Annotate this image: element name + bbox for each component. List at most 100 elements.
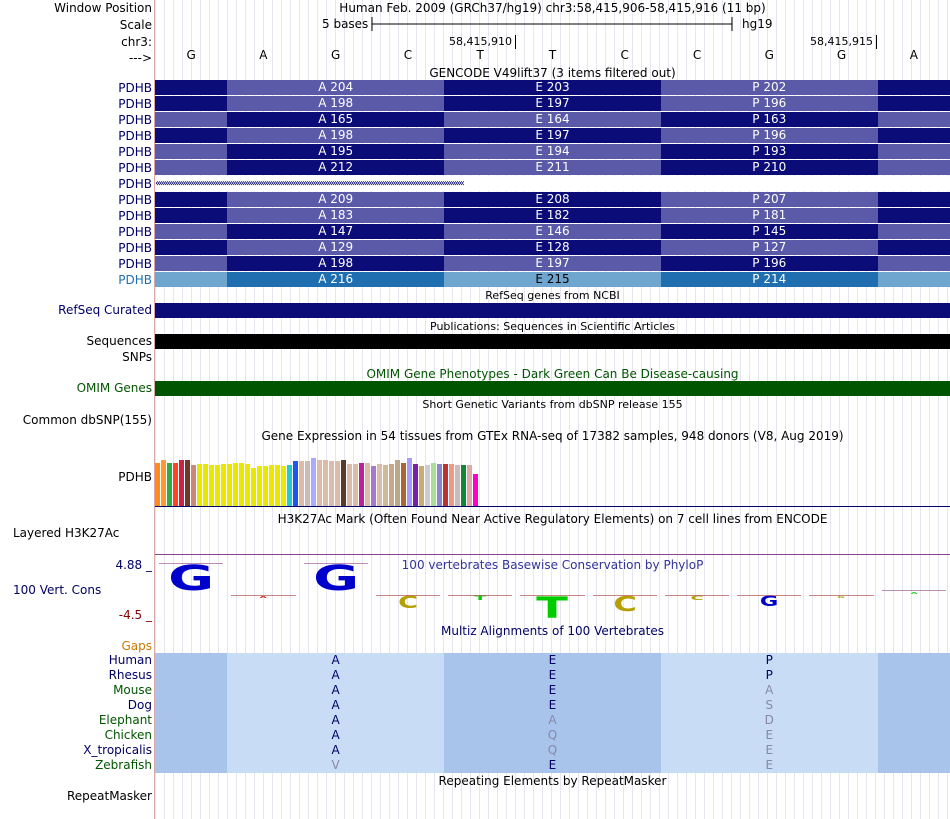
cons-logo[interactable]: G A G C T T C C G G A: [155, 558, 950, 623]
gtex-bars[interactable]: [155, 444, 555, 506]
gencode-row[interactable]: A 165 E 164 P 163: [155, 112, 950, 127]
label-gtex-pdhb[interactable]: PDHB: [118, 470, 152, 484]
gtex-bar[interactable]: [317, 460, 322, 506]
codon-a[interactable]: A 204: [227, 80, 445, 95]
codon-p[interactable]: P 193: [660, 144, 878, 159]
multiz-species-label[interactable]: Human: [108, 653, 152, 667]
gtex-bar[interactable]: [407, 458, 412, 506]
utr-right[interactable]: [877, 144, 950, 159]
codon-a[interactable]: A 198: [227, 256, 445, 271]
gtex-bar[interactable]: [329, 461, 334, 506]
gtex-bar[interactable]: [371, 466, 376, 506]
gtex-bar[interactable]: [185, 460, 190, 506]
gencode-row-label[interactable]: PDHB: [118, 257, 152, 271]
refseq-title[interactable]: RefSeq genes from NCBI: [485, 289, 620, 302]
gtex-bar[interactable]: [419, 466, 424, 506]
gtex-bar[interactable]: [215, 465, 220, 506]
codon-e[interactable]: E 182: [444, 208, 661, 223]
gencode-row-label[interactable]: PDHB: [118, 161, 152, 175]
label-snps[interactable]: SNPs: [122, 350, 152, 364]
label-gaps[interactable]: Gaps: [121, 639, 152, 653]
gtex-bar[interactable]: [245, 464, 250, 506]
gtex-bar[interactable]: [389, 464, 394, 506]
sequences-bar[interactable]: [155, 334, 950, 349]
gtex-bar[interactable]: [197, 464, 202, 506]
utr-right[interactable]: [877, 256, 950, 271]
gtex-bar[interactable]: [431, 463, 436, 506]
gtex-bar[interactable]: [383, 465, 388, 506]
gencode-row[interactable]: A 198 E 197 P 196: [155, 128, 950, 143]
multiz-species-label[interactable]: Rhesus: [108, 668, 152, 682]
codon-a[interactable]: A 195: [227, 144, 445, 159]
gtex-bar[interactable]: [395, 460, 400, 506]
gtex-bar[interactable]: [269, 465, 274, 506]
utr-left[interactable]: [155, 192, 228, 207]
gtex-bar[interactable]: [311, 458, 316, 506]
gtex-bar[interactable]: [275, 465, 280, 506]
gtex-bar[interactable]: [257, 466, 262, 506]
gtex-bar[interactable]: [227, 464, 232, 506]
gtex-bar[interactable]: [401, 463, 406, 506]
gencode-row-label[interactable]: PDHB: [118, 97, 152, 111]
gencode-row[interactable]: A 204 E 203 P 202: [155, 80, 950, 95]
gencode-row-label[interactable]: PDHB: [118, 225, 152, 239]
codon-p[interactable]: P 181: [660, 208, 878, 223]
repeatmasker-title[interactable]: Repeating Elements by RepeatMasker: [438, 774, 667, 788]
utr-left[interactable]: [155, 112, 228, 127]
utr-right[interactable]: [877, 208, 950, 223]
label-dbsnp[interactable]: Common dbSNP(155): [22, 413, 152, 427]
label-refseq[interactable]: RefSeq Curated: [58, 303, 152, 317]
gtex-bar[interactable]: [233, 463, 238, 506]
utr-right[interactable]: [877, 272, 950, 287]
codon-e[interactable]: E 211: [444, 160, 661, 175]
utr-left[interactable]: [155, 128, 228, 143]
publications-title[interactable]: Publications: Sequences in Scientific Ar…: [430, 320, 675, 333]
gtex-bar[interactable]: [203, 464, 208, 506]
track-area[interactable]: Human Feb. 2009 (GRCh37/hg19) chr3:58,41…: [155, 0, 950, 819]
codon-e[interactable]: E 146: [444, 224, 661, 239]
gtex-bar[interactable]: [365, 463, 370, 506]
codon-a[interactable]: A 165: [227, 112, 445, 127]
gencode-row-label[interactable]: PDHB: [118, 145, 152, 159]
gencode-row[interactable]: A 147 E 146 P 145: [155, 224, 950, 239]
gencode-row-label[interactable]: PDHB: [118, 193, 152, 207]
label-h3k27ac[interactable]: Layered H3K27Ac: [13, 526, 120, 540]
gtex-bar[interactable]: [155, 463, 160, 506]
codon-p[interactable]: P 196: [660, 96, 878, 111]
gtex-bar[interactable]: [221, 464, 226, 506]
multiz-title[interactable]: Multiz Alignments of 100 Vertebrates: [440, 624, 665, 638]
gtex-bar[interactable]: [173, 463, 178, 506]
codon-a[interactable]: A 216: [227, 272, 445, 287]
gencode-row-label[interactable]: PDHB: [118, 81, 152, 95]
utr-right[interactable]: [877, 240, 950, 255]
omim-title[interactable]: OMIM Gene Phenotypes - Dark Green Can Be…: [366, 367, 739, 381]
cons-title[interactable]: 100 vertebrates Basewise Conservation by…: [401, 558, 704, 572]
codon-e[interactable]: E 208: [444, 192, 661, 207]
codon-a[interactable]: A 147: [227, 224, 445, 239]
gtex-bar[interactable]: [161, 460, 166, 506]
utr-left[interactable]: [155, 208, 228, 223]
omim-bar[interactable]: [155, 381, 950, 396]
codon-p[interactable]: P 163: [660, 112, 878, 127]
codon-e[interactable]: E 215: [444, 272, 661, 287]
gtex-bar[interactable]: [437, 464, 442, 506]
gtex-bar[interactable]: [341, 460, 346, 506]
multiz-species-label[interactable]: Chicken: [104, 728, 152, 742]
utr-right[interactable]: [877, 80, 950, 95]
gtex-bar[interactable]: [293, 461, 298, 506]
gtex-bar[interactable]: [449, 464, 454, 506]
codon-a[interactable]: A 198: [227, 128, 445, 143]
gtex-bar[interactable]: [425, 465, 430, 506]
gtex-bar[interactable]: [323, 460, 328, 506]
gtex-bar[interactable]: [167, 463, 172, 506]
utr-right[interactable]: [877, 160, 950, 175]
gencode-row[interactable]: ‹‹‹‹‹‹‹‹‹‹‹‹‹‹‹‹‹‹‹‹‹‹‹‹‹‹‹‹‹‹‹‹‹‹‹‹‹‹‹‹…: [155, 176, 950, 191]
multiz-species-label[interactable]: X_tropicalis: [83, 743, 152, 757]
gtex-bar[interactable]: [287, 465, 292, 506]
codon-e[interactable]: E 203: [444, 80, 661, 95]
multiz-species-label[interactable]: Zebrafish: [95, 758, 152, 772]
gencode-row[interactable]: A 212 E 211 P 210: [155, 160, 950, 175]
